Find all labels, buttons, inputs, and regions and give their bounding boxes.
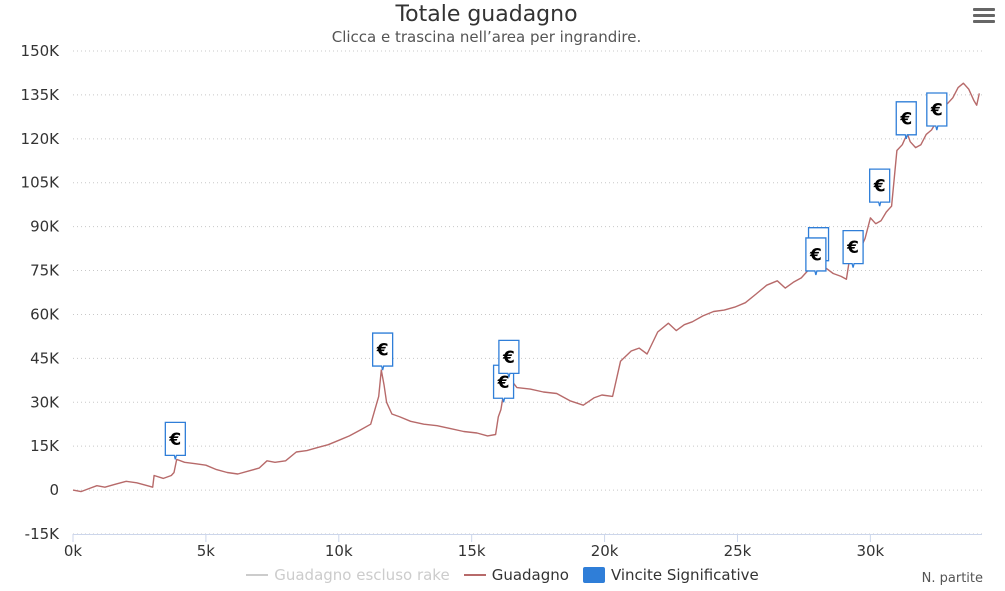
legend-item-vincite-significative[interactable]: Vincite Significative <box>582 566 759 584</box>
flag-label: € <box>846 238 859 258</box>
flag-box <box>926 92 948 131</box>
flag-label: € <box>930 101 943 121</box>
x-tick-label: 25k <box>724 542 752 560</box>
flag-box <box>869 168 891 207</box>
flag-label: € <box>497 373 510 393</box>
menu-bar <box>973 8 995 11</box>
y-tick-label: 0 <box>49 481 59 499</box>
flag-box <box>498 339 520 378</box>
x-tick-label: 0k <box>64 542 83 560</box>
y-tick-label: 135K <box>21 86 61 104</box>
flag-marker[interactable]: € <box>805 237 827 276</box>
y-tick-label: 105K <box>21 174 61 192</box>
y-axis: -15K 0 15K 30K 45K 60K 75K 90K 105K 120K 135K 150K <box>21 42 61 543</box>
guadagno-line <box>72 82 980 493</box>
flag-marker[interactable]: € <box>371 332 394 371</box>
y-tick-label: 60K <box>30 305 60 323</box>
y-tick-label: 45K <box>30 349 60 367</box>
legend-label: Guadagno escluso rake <box>274 566 450 584</box>
flag-box <box>842 229 864 268</box>
x-tick-label: 20k <box>591 542 619 560</box>
chart-subtitle: Clicca e trascina nell’area per ingrandi… <box>331 28 642 46</box>
flag-marker[interactable]: € <box>926 92 948 131</box>
y-tick-label: 30K <box>30 393 60 411</box>
flag-box <box>805 237 827 276</box>
x-axis: 0k 5k 10k 15k 20k 25k 30k <box>64 534 982 560</box>
legend-line-marker <box>463 574 486 576</box>
y-tick-label: 120K <box>21 130 61 148</box>
legend-label: Vincite Significative <box>610 566 759 584</box>
grid-lines <box>73 50 982 535</box>
flag-label: € <box>376 341 389 361</box>
flag-label: € <box>809 245 822 265</box>
legend-label: Guadagno <box>491 566 569 584</box>
flag-box <box>164 421 186 460</box>
x-tick-label: 15k <box>458 542 486 560</box>
x-tick-label: 5k <box>197 542 216 560</box>
menu-bar <box>973 20 995 23</box>
y-tick-label: 75K <box>30 262 60 280</box>
y-tick-label: 90K <box>30 218 60 236</box>
legend-item-guadagno[interactable]: Guadagno <box>463 566 569 584</box>
flag-label: € <box>873 177 886 197</box>
flag-box <box>371 332 394 371</box>
y-tick-label: -15K <box>25 525 60 543</box>
menu-bar <box>973 14 995 17</box>
flags-vincite-significative: €€€€€€€€€€ <box>164 92 948 460</box>
flag-marker[interactable]: € <box>498 339 520 378</box>
legend-line-marker <box>246 574 269 576</box>
flag-marker[interactable]: € <box>895 101 917 139</box>
x-axis-title: N. partite <box>921 571 983 586</box>
x-tick-label: 10k <box>325 542 353 560</box>
flag-label: € <box>899 109 912 129</box>
flag-box <box>895 101 917 139</box>
flag-marker[interactable]: € <box>164 421 186 460</box>
legend: Guadagno escluso rake Guadagno Vincite S… <box>0 564 1005 586</box>
legend-box-marker <box>582 567 605 583</box>
chart-title: Totale guadagno <box>395 2 578 27</box>
flag-label: € <box>168 430 181 450</box>
flag-marker[interactable]: € <box>869 168 891 207</box>
legend-item-guadagno-escluso-rake[interactable]: Guadagno escluso rake <box>246 566 450 584</box>
flag-marker[interactable]: € <box>842 229 864 268</box>
x-tick-label: 30k <box>856 542 884 560</box>
series-guadagno <box>72 82 980 493</box>
hamburger-menu-icon[interactable] <box>973 5 995 27</box>
flag-label: € <box>502 348 515 368</box>
y-tick-label: 15K <box>30 437 60 455</box>
y-tick-label: 150K <box>21 42 61 60</box>
